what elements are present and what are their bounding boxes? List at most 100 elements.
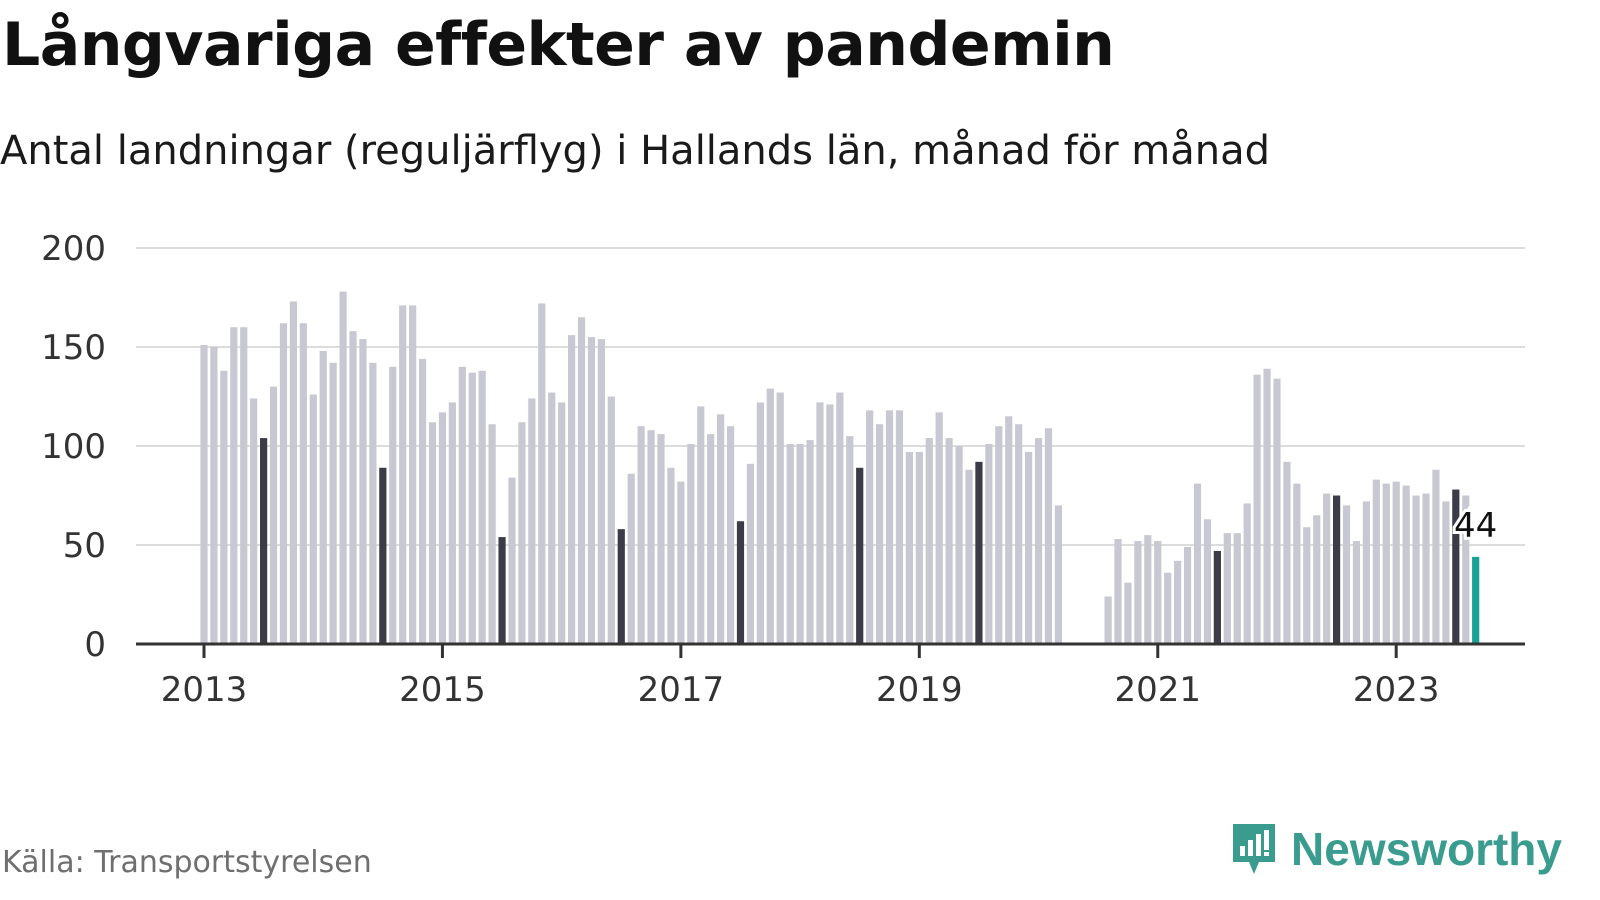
bar xyxy=(1342,505,1351,644)
latest-value-label: 44 xyxy=(1454,506,1497,546)
bar xyxy=(856,467,864,644)
bar xyxy=(528,398,536,644)
bar xyxy=(250,398,258,644)
bar xyxy=(230,327,238,644)
bar xyxy=(597,339,605,644)
bar xyxy=(617,529,625,644)
bar xyxy=(965,469,973,644)
bar xyxy=(786,444,794,644)
bar xyxy=(299,323,307,644)
bar xyxy=(1253,374,1261,644)
bar xyxy=(915,451,923,644)
bar xyxy=(1352,541,1361,644)
bar xyxy=(409,305,417,644)
bar xyxy=(587,337,596,644)
bar xyxy=(697,406,705,644)
bar xyxy=(428,422,437,644)
bar xyxy=(1174,560,1182,644)
x-tick-label: 2017 xyxy=(638,670,725,710)
bar xyxy=(736,521,745,644)
x-tick-label: 2019 xyxy=(876,670,963,710)
bar xyxy=(478,370,486,644)
bar xyxy=(260,438,268,644)
bar xyxy=(1054,505,1063,644)
bar xyxy=(329,362,337,644)
bar xyxy=(488,424,496,644)
bar xyxy=(1273,378,1281,644)
bar xyxy=(776,392,784,644)
bar xyxy=(1005,416,1013,644)
bar xyxy=(1462,495,1470,644)
bar xyxy=(1104,596,1112,644)
bar xyxy=(1472,556,1480,644)
bar xyxy=(1223,533,1231,644)
bar xyxy=(1402,485,1410,644)
bar xyxy=(1154,541,1162,644)
bar xyxy=(1243,503,1251,644)
bar xyxy=(1203,519,1212,644)
bar xyxy=(756,402,764,644)
x-tick-label: 2023 xyxy=(1353,670,1440,710)
newsworthy-logo-icon xyxy=(1233,824,1276,874)
bar xyxy=(548,392,556,644)
bar xyxy=(1283,461,1291,644)
bar xyxy=(806,440,814,644)
bar xyxy=(975,461,983,644)
bar xyxy=(220,370,228,644)
bar xyxy=(985,444,993,644)
bar xyxy=(895,410,904,644)
y-tick-label: 100 xyxy=(41,427,106,467)
bar xyxy=(379,467,387,644)
bar xyxy=(289,301,298,644)
bar xyxy=(568,335,576,644)
bar xyxy=(498,537,506,644)
bar xyxy=(1362,501,1370,644)
bar xyxy=(1392,481,1400,644)
bar xyxy=(309,394,317,644)
bar xyxy=(1144,535,1152,644)
bar xyxy=(349,331,357,644)
bar xyxy=(369,362,377,644)
bar xyxy=(319,350,327,644)
bar xyxy=(538,303,546,644)
chart-title: Långvariga effekter av pandemin xyxy=(2,10,1115,80)
source-note: Källa: Transportstyrelsen xyxy=(2,845,372,880)
bar xyxy=(766,388,774,644)
bar xyxy=(1183,546,1192,644)
bar xyxy=(746,463,755,644)
bar xyxy=(508,477,516,644)
bar xyxy=(279,323,288,644)
bar xyxy=(647,430,655,644)
bar xyxy=(339,291,347,644)
bar xyxy=(1293,483,1301,644)
y-tick-label: 200 xyxy=(41,229,106,269)
bar xyxy=(925,438,933,644)
bar xyxy=(389,366,397,644)
bar xyxy=(1164,572,1172,644)
bar xyxy=(240,327,248,644)
bar xyxy=(945,438,953,644)
bar xyxy=(1372,479,1380,644)
bar xyxy=(1233,533,1241,644)
bar xyxy=(1412,495,1420,644)
bar xyxy=(866,410,874,644)
bar xyxy=(200,345,208,644)
bar xyxy=(448,402,456,644)
bar xyxy=(1332,495,1341,644)
bar xyxy=(1193,483,1202,644)
bar xyxy=(210,347,218,644)
bar xyxy=(1442,501,1450,644)
bar xyxy=(1382,483,1390,644)
bar xyxy=(1114,539,1122,644)
bar xyxy=(995,426,1003,644)
newsworthy-brand[interactable]: Newsworthy xyxy=(1229,820,1562,878)
bar xyxy=(1034,438,1043,644)
bar xyxy=(875,424,884,644)
bar xyxy=(1323,493,1331,644)
bar xyxy=(905,451,913,644)
bar xyxy=(846,436,854,644)
bar xyxy=(607,396,615,644)
bar xyxy=(1015,424,1023,644)
bar xyxy=(269,386,278,644)
bar xyxy=(1313,515,1321,644)
